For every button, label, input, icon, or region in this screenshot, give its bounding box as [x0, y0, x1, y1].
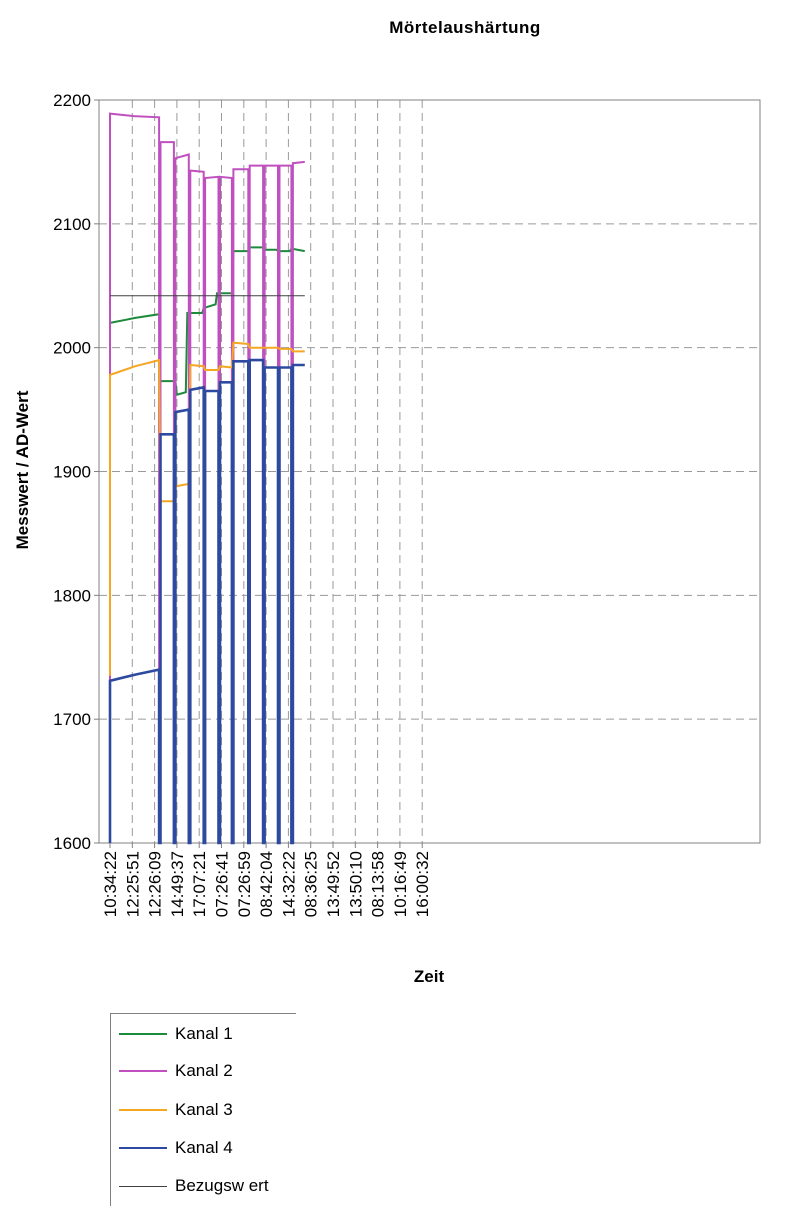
legend-swatch-bezugswert [119, 1185, 167, 1187]
y-tick-label: 1600 [53, 834, 91, 853]
x-tick-label: 08:13:58 [369, 851, 388, 917]
y-axis-label: Messwert / AD-Wert [13, 390, 32, 550]
y-tick-label: 2100 [53, 215, 91, 234]
legend-swatch-kanal-4 [119, 1147, 167, 1149]
x-tick-label: 08:42:04 [257, 851, 276, 917]
legend-label-kanal-3: Kanal 3 [175, 1100, 233, 1119]
legend-item-bezugswert: Bezugsw ert [119, 1174, 269, 1198]
x-tick-label: 10:16:49 [391, 851, 410, 917]
legend: Kanal 1 Kanal 2 Kanal 3 Kanal 4 Bezugsw … [110, 1013, 296, 1206]
legend-swatch-kanal-1 [119, 1033, 167, 1035]
x-axis-label: Zeit [413, 967, 445, 986]
series-line-kanal-4 [108, 358, 305, 845]
legend-label-kanal-1: Kanal 1 [175, 1024, 233, 1043]
x-tick-label: 10:34:22 [101, 851, 120, 917]
x-tick-label: 16:00:32 [413, 851, 432, 917]
chart-title: Mörtelaushärtung [389, 18, 541, 37]
legend-label-kanal-2: Kanal 2 [175, 1061, 233, 1080]
x-tick-label: 07:26:41 [213, 851, 232, 917]
legend-item-kanal-3: Kanal 3 [119, 1098, 233, 1122]
y-tick-label: 1700 [53, 710, 91, 729]
x-tick-label: 17:07:21 [190, 851, 209, 917]
legend-swatch-kanal-3 [119, 1109, 167, 1111]
legend-item-kanal-2: Kanal 2 [119, 1059, 233, 1083]
x-tick-label: 14:32:22 [279, 851, 298, 917]
grid-layer [99, 100, 760, 843]
x-tick-label: 14:49:37 [168, 851, 187, 917]
x-tick-label: 13:50:10 [346, 851, 365, 917]
y-tick-label: 1900 [53, 463, 91, 482]
x-tick-label: 07:26:59 [235, 851, 254, 917]
x-tick-label: 08:36:25 [302, 851, 321, 917]
legend-label-bezugswert: Bezugsw ert [175, 1176, 269, 1195]
legend-item-kanal-4: Kanal 4 [119, 1136, 233, 1160]
legend-label-kanal-4: Kanal 4 [175, 1138, 233, 1157]
series-layer [108, 112, 305, 845]
y-tick-label: 2200 [53, 91, 91, 110]
x-tick-label: 12:25:51 [123, 851, 142, 917]
y-tick-label: 1800 [53, 586, 91, 605]
x-tick-label: 12:26:09 [146, 851, 165, 917]
x-tick-label: 13:49:52 [324, 851, 343, 917]
y-tick-label: 2000 [53, 339, 91, 358]
legend-item-kanal-1: Kanal 1 [119, 1022, 233, 1046]
series-line-kanal-2 [109, 112, 305, 844]
legend-swatch-kanal-2 [119, 1070, 167, 1072]
series-line-kanal-1 [109, 246, 305, 396]
series-line-kanal-3 [109, 341, 305, 676]
